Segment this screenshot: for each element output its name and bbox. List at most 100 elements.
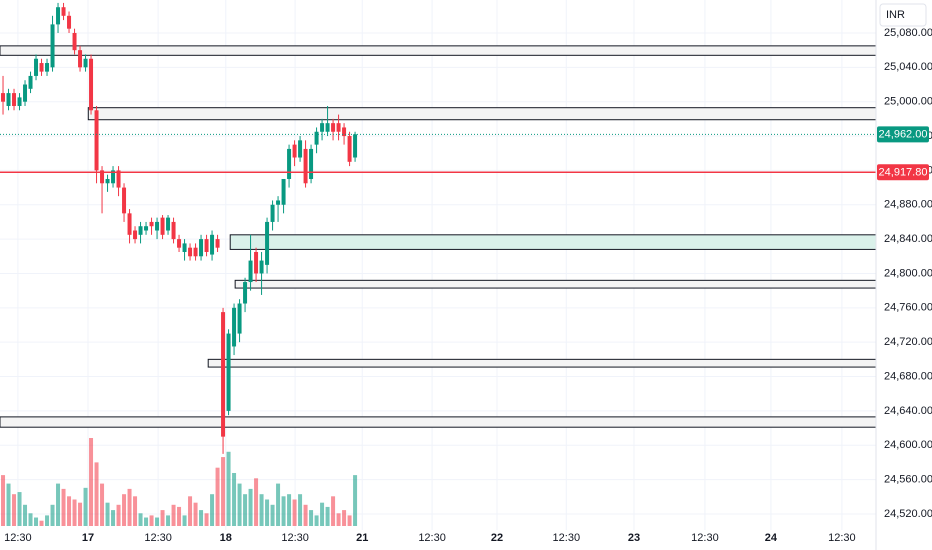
volume-bar (182, 515, 187, 526)
volume-bar (210, 494, 215, 526)
volume-bar (1, 475, 6, 526)
volume-bar (105, 502, 110, 526)
zone (0, 45, 877, 56)
candle-body (303, 148, 308, 184)
volume-bar (243, 494, 248, 526)
zone (229, 234, 877, 250)
candle-body (320, 123, 325, 132)
volume-bar (336, 513, 341, 526)
candle-body (72, 32, 77, 51)
volume-bar (160, 510, 165, 526)
candle-body (39, 63, 44, 72)
level-label: 24,917.80 (879, 167, 928, 179)
volume-bar (237, 483, 242, 526)
candle-body (160, 217, 165, 235)
candle-body (188, 247, 193, 257)
volume-bar (331, 496, 336, 526)
volume-bar (61, 488, 66, 526)
candle-body (50, 24, 55, 68)
volume-bar (17, 492, 22, 526)
zone (87, 107, 877, 121)
volume-bar (39, 520, 44, 526)
volume-bar (292, 499, 297, 526)
volume-bar (45, 515, 50, 526)
y-tick-label: 24,880.00 (884, 199, 932, 211)
volume-bar (155, 517, 160, 526)
candle-body (342, 127, 347, 137)
candle-body (144, 226, 149, 231)
volume-bar (67, 496, 72, 526)
candle-body (94, 110, 99, 171)
candle-body (12, 93, 17, 106)
volume-bar (12, 494, 17, 526)
volume-bar (221, 457, 226, 526)
volume-bar (149, 515, 154, 526)
volume-bar (347, 515, 352, 526)
candle-body (265, 221, 270, 265)
candle-body (314, 131, 319, 145)
zone (207, 358, 877, 368)
y-tick-label: 24,640.00 (884, 405, 932, 417)
volume-bar (270, 504, 275, 526)
volume-bar (89, 438, 94, 526)
volume-bar (23, 504, 28, 526)
grid (0, 0, 876, 530)
volume-bar (100, 483, 105, 526)
candle-body (259, 260, 264, 274)
volume-bar (248, 488, 253, 526)
volume-bar (127, 488, 132, 526)
candle-body (17, 97, 22, 106)
x-tick-label: 12:30 (281, 532, 309, 544)
candle-body (237, 303, 242, 334)
volume-bar (144, 517, 149, 526)
volume-bar (342, 510, 347, 526)
candle-body (105, 178, 110, 184)
volume-bar (254, 478, 259, 526)
candle-body (254, 251, 259, 274)
x-tick-label: 17 (82, 532, 94, 544)
candle-body (309, 148, 314, 179)
candle-body (331, 123, 336, 132)
candle-body (56, 7, 61, 25)
y-tick-label: 24,840.00 (884, 233, 932, 245)
candle-body (336, 123, 341, 132)
volume-bar (204, 513, 209, 526)
candle-body (199, 239, 204, 257)
volume-bar (265, 499, 270, 526)
candle-body (34, 58, 39, 76)
y-tick-label: 24,560.00 (884, 473, 932, 485)
x-tick-label: 12:30 (828, 532, 856, 544)
currency: INR (886, 9, 905, 21)
candle-body (111, 170, 116, 184)
candle-body (133, 230, 138, 240)
x-tick-label: 18 (220, 532, 232, 544)
volume-bar (50, 504, 55, 526)
candle-body (155, 221, 160, 231)
y-tick-label: 24,720.00 (884, 336, 932, 348)
candle-body (215, 239, 220, 248)
candle-body (281, 178, 286, 205)
last_price-tag (877, 126, 929, 143)
volume-bar (287, 494, 292, 526)
x-tick-label: 12:30 (144, 532, 172, 544)
volume-bar (111, 510, 116, 526)
candles (1, 2, 358, 454)
candle-body (127, 213, 132, 235)
zone (234, 279, 877, 289)
candle-body (298, 140, 303, 158)
x-tick-label: 24 (765, 532, 778, 544)
volume-bar (199, 510, 204, 526)
level-tag (877, 164, 929, 181)
candle-body (171, 221, 176, 240)
volume-bar (281, 496, 286, 526)
candle-body (347, 136, 352, 162)
candle-body (83, 58, 88, 68)
x-tick-label: 22 (491, 532, 503, 544)
candle-body (182, 243, 187, 252)
volume-bar (353, 475, 358, 526)
y-tick-label: 24,800.00 (884, 267, 932, 279)
y-tick-label: 25,040.00 (884, 61, 932, 73)
volume-bar (78, 502, 83, 526)
candle-body (204, 239, 209, 252)
